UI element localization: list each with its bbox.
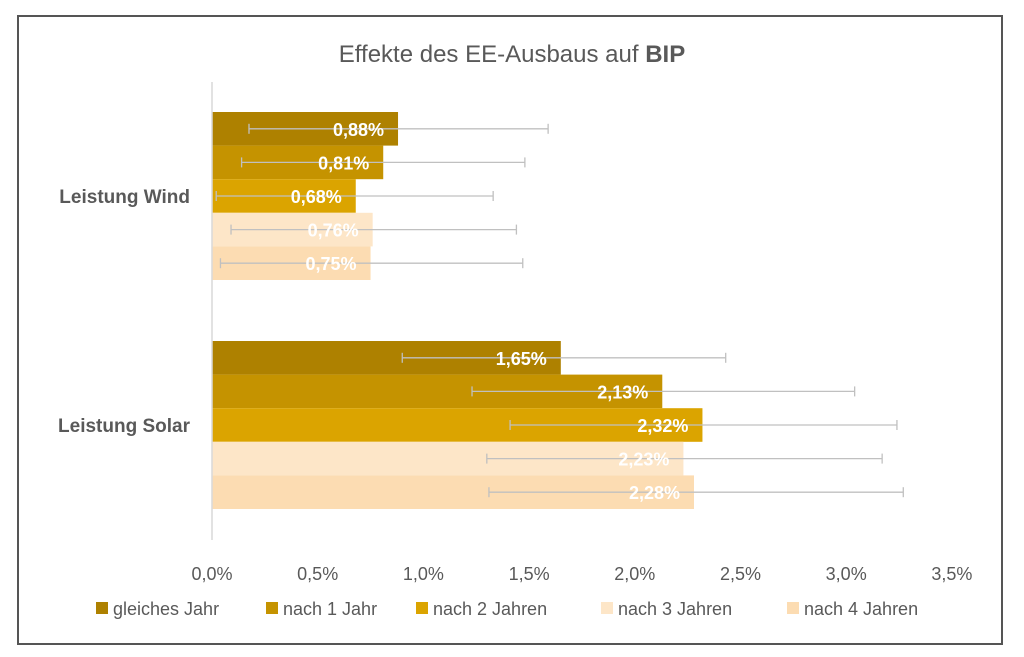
error-bars-layer	[215, 123, 904, 498]
error-bar	[401, 352, 727, 363]
x-tick-label: 1,5%	[509, 564, 550, 584]
chart-title: Effekte des EE-Ausbaus auf BIP	[339, 41, 685, 68]
error-bar	[248, 123, 549, 134]
x-tick-label: 2,5%	[720, 564, 761, 584]
x-tick-label: 0,5%	[297, 564, 338, 584]
error-bar	[219, 258, 524, 269]
x-tick-label: 3,0%	[826, 564, 867, 584]
legend-label: gleiches Jahr	[113, 599, 219, 619]
legend-swatch	[96, 602, 108, 614]
legend-item: nach 1 Jahr	[266, 599, 377, 619]
legend-item: nach 2 Jahren	[416, 599, 547, 619]
legend-swatch	[266, 602, 278, 614]
legend: gleiches Jahr nach 1 Jahr nach 2 Jahren nac…	[96, 599, 918, 619]
data-label: 0,75%	[306, 254, 357, 274]
x-tick-label: 0,0%	[191, 564, 232, 584]
legend-label: nach 3 Jahren	[618, 599, 732, 619]
data-label: 2,32%	[637, 416, 688, 436]
data-label: 2,13%	[597, 382, 648, 402]
error-bar	[230, 224, 518, 235]
data-label: 1,65%	[496, 349, 547, 369]
legend-swatch	[787, 602, 799, 614]
data-label: 2,28%	[629, 483, 680, 503]
data-label: 2,23%	[618, 450, 669, 470]
data-label: 0,68%	[291, 187, 342, 207]
data-label: 0,88%	[333, 120, 384, 140]
legend-swatch	[416, 602, 428, 614]
error-bar	[488, 487, 904, 498]
chart-frame	[17, 15, 1003, 645]
legend-item: gleiches Jahr	[96, 599, 219, 619]
x-tick-label: 3,5%	[931, 564, 972, 584]
error-bar	[240, 157, 526, 168]
chart-title-text: Effekte des EE-Ausbaus auf	[339, 41, 639, 68]
data-labels-layer: 0,88% 0,81% 0,68% 0,76% 0,75% 1,65% 2,13% 2,32%…	[291, 120, 689, 503]
legend-label: nach 4 Jahren	[804, 599, 918, 619]
error-bar	[486, 453, 883, 464]
data-label: 0,76%	[308, 221, 359, 241]
legend-label: nach 1 Jahr	[283, 599, 377, 619]
x-tick-label: 1,0%	[403, 564, 444, 584]
error-bar	[471, 386, 856, 397]
legend-label: nach 2 Jahren	[433, 599, 547, 619]
error-bar	[215, 191, 494, 201]
legend-item: nach 4 Jahren	[787, 599, 918, 619]
category-label: Leistung Solar	[58, 416, 191, 437]
legend-item: nach 3 Jahren	[601, 599, 732, 619]
error-bar	[509, 420, 898, 430]
data-label: 0,81%	[318, 153, 369, 173]
category-labels: Leistung Wind Leistung Solar	[58, 187, 191, 437]
chart-title-bold: BIP	[645, 41, 685, 68]
x-tick-label: 2,0%	[614, 564, 655, 584]
category-label: Leistung Wind	[59, 187, 190, 208]
x-axis-ticks: 0,0% 0,5% 1,0% 1,5% 2,0% 2,5% 3,0% 3,5%	[191, 564, 972, 584]
legend-swatch	[601, 602, 613, 614]
